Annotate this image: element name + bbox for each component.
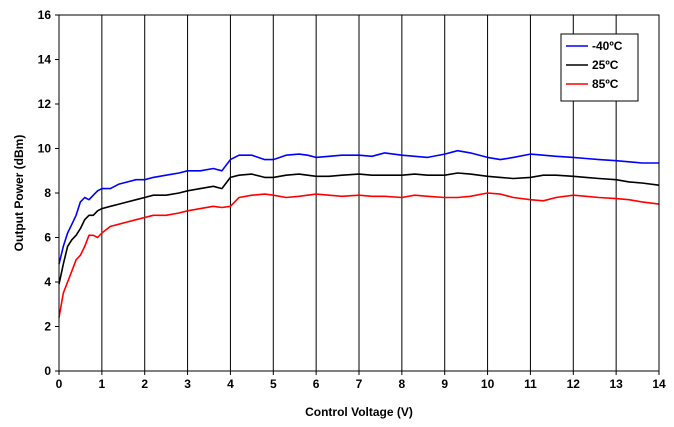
x-tick-label: 14	[652, 377, 666, 391]
series-lines	[58, 149, 660, 318]
x-tick-label: 3	[184, 377, 191, 391]
series-line-2	[58, 192, 660, 318]
x-axis-label: Control Voltage (V)	[305, 405, 413, 419]
series-line-0	[58, 149, 659, 265]
x-tick-label: 7	[356, 377, 363, 391]
x-tick-labels: 0 1 2 3 4 5 6 7 8 9 10 11 12 13 14	[56, 371, 666, 391]
x-tick-label: 12	[567, 377, 581, 391]
legend-label: -40ºC	[592, 39, 623, 53]
y-tick-label: 6	[44, 231, 51, 245]
x-tick-label: 5	[270, 377, 277, 391]
y-tick-label: 12	[38, 97, 52, 111]
y-tick-label: 4	[44, 275, 51, 289]
legend-label: 25ºC	[592, 58, 619, 72]
y-tick-label: 16	[38, 8, 52, 22]
x-tick-label: 1	[99, 377, 106, 391]
x-tick-label: 10	[481, 377, 495, 391]
y-tick-label: 8	[44, 186, 51, 200]
x-tick-label: 9	[441, 377, 448, 391]
y-axis-label: Output Power (dBm)	[12, 135, 26, 252]
legend: -40ºC 25ºC 85ºC	[560, 33, 639, 102]
legend-label: 85ºC	[592, 77, 619, 91]
y-tick-label: 14	[38, 53, 52, 67]
y-tick-labels: 0 2 4 6 8 10 12 14 16	[38, 8, 59, 378]
y-tick-label: 0	[44, 364, 51, 378]
legend-box	[560, 33, 639, 102]
x-tick-label: 4	[227, 377, 234, 391]
y-tick-label: 10	[38, 142, 52, 156]
series-line-1	[58, 172, 660, 285]
x-tick-label: 6	[313, 377, 320, 391]
x-tick-label: 8	[399, 377, 406, 391]
x-tick-label: 11	[524, 377, 537, 391]
x-tick-label: 0	[56, 377, 63, 391]
y-tick-label: 2	[44, 320, 51, 334]
x-tick-label: 2	[141, 377, 148, 391]
x-tick-label: 13	[609, 377, 623, 391]
